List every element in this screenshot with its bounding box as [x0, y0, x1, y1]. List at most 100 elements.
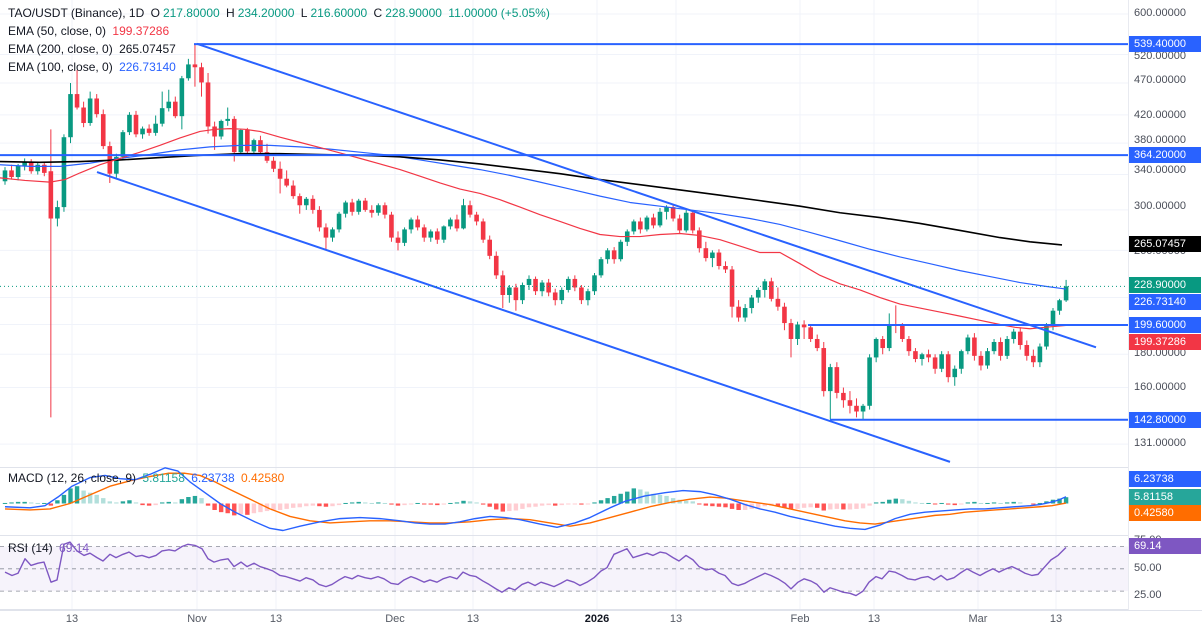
- macd-histogram-bar: [854, 503, 859, 509]
- macd-histogram-bar: [304, 503, 309, 507]
- macd-histogram-bar: [834, 503, 840, 509]
- macd-histogram-bar: [271, 503, 276, 511]
- macd-histogram-bar: [526, 503, 532, 508]
- price-badge: 199.60000: [1129, 317, 1201, 333]
- macd-histogram-bar: [533, 503, 538, 507]
- macd-signal-line: [4, 472, 1067, 527]
- macd-histogram-bar: [598, 500, 604, 504]
- candle-body: [847, 400, 853, 406]
- candle-body: [395, 237, 401, 243]
- macd-histogram-bar: [631, 488, 636, 504]
- macd-histogram-bar: [87, 492, 93, 504]
- price-tick-label: 180.00000: [1134, 347, 1186, 359]
- candle-body: [356, 200, 361, 212]
- ema200-legend-row[interactable]: EMA (200, close, 0) 265.07457: [8, 40, 553, 58]
- macd-histogram-bar: [867, 503, 872, 506]
- price-badge: 142.80000: [1129, 412, 1201, 428]
- macd-histogram-bar: [317, 503, 322, 507]
- macd-histogram-bar: [906, 500, 912, 504]
- macd-histogram-bar: [559, 503, 564, 506]
- macd-histogram-bar: [120, 501, 126, 504]
- macd-histogram-bar: [795, 503, 800, 509]
- macd-histogram-bar: [494, 503, 499, 510]
- candle-body: [1063, 286, 1069, 301]
- candle-body: [710, 252, 715, 259]
- candle-body: [238, 130, 244, 153]
- time-axis[interactable]: [0, 610, 1202, 627]
- macd-histogram-bar: [258, 503, 263, 513]
- trend-channel-line[interactable]: [96, 171, 951, 463]
- macd-histogram-bar: [146, 503, 152, 506]
- candle-body: [61, 137, 67, 208]
- candle-body: [22, 161, 27, 166]
- macd-histogram-bar: [572, 503, 578, 505]
- macd-histogram-bar: [9, 502, 14, 504]
- macd-histogram-bar: [336, 503, 342, 506]
- candle-body: [310, 198, 316, 210]
- macd-histogram-bar: [913, 502, 918, 504]
- time-tick-label: Nov: [187, 613, 207, 625]
- candle-body: [428, 231, 434, 238]
- macd-histogram-bar: [461, 500, 466, 504]
- macd-histogram-bar: [972, 501, 977, 504]
- macd-histogram-bar: [566, 503, 571, 505]
- candle-body: [991, 341, 997, 352]
- price-tick-label: 600.00000: [1134, 7, 1186, 19]
- candle-body: [533, 278, 538, 292]
- macd-histogram-bar: [670, 498, 676, 504]
- candle-body: [742, 308, 748, 318]
- macd-histogram-bar: [166, 501, 171, 504]
- macd-histogram-bar: [959, 503, 964, 505]
- macd-histogram-bar: [186, 497, 191, 504]
- price-tick-label: 470.00000: [1134, 74, 1186, 86]
- symbol-legend-row[interactable]: TAO/USDT (Binance), 1D O 217.80000 H 234.2…: [8, 4, 553, 22]
- macd-histogram-bar: [310, 503, 316, 506]
- macd-histogram-bar: [218, 503, 224, 513]
- macd-histogram-bar: [343, 502, 348, 504]
- time-tick-label: 13: [269, 613, 283, 625]
- price-tick-label: 131.00000: [1134, 437, 1186, 449]
- macd-legend[interactable]: MACD (12, 26, close, 9) 5.81158 6.23738 …: [8, 469, 287, 487]
- macd-histogram-bar: [402, 503, 407, 506]
- macd-histogram-bar: [539, 503, 545, 506]
- candle-body: [153, 123, 158, 133]
- candle-body: [454, 219, 460, 229]
- macd-histogram-bar: [1018, 502, 1023, 504]
- macd-histogram-bar: [985, 502, 990, 504]
- candle-body: [74, 94, 80, 108]
- ema50-legend-row[interactable]: EMA (50, close, 0) 199.37286: [8, 22, 553, 40]
- high-value: 234.20000: [237, 6, 295, 20]
- ema200-value: 265.07457: [119, 42, 176, 56]
- candle-body: [323, 227, 329, 238]
- candle-body: [1017, 331, 1023, 346]
- macd-histogram-bar: [1031, 503, 1036, 505]
- rsi-legend[interactable]: RSI (14) 69.14: [8, 539, 92, 557]
- candle-body: [664, 207, 669, 212]
- candle-body: [264, 152, 270, 161]
- ema100-legend-row[interactable]: EMA (100, close, 0) 226.73140: [8, 58, 553, 76]
- candle-body: [906, 338, 912, 352]
- candle-body: [336, 213, 342, 230]
- candle-body: [749, 297, 754, 309]
- candle-body: [900, 325, 905, 339]
- candle-body: [670, 207, 676, 219]
- candle-body: [592, 275, 597, 292]
- macd-histogram-bar: [618, 493, 623, 504]
- macd-histogram-bar: [160, 502, 165, 504]
- candle-body: [9, 170, 14, 178]
- macd-histogram-bar: [546, 503, 551, 506]
- macd-histogram-bar: [893, 498, 898, 504]
- candle-body: [611, 250, 617, 260]
- trend-channel-line[interactable]: [196, 42, 1097, 349]
- time-tick-label: 2026: [584, 613, 610, 625]
- price-tick-label: 420.00000: [1134, 109, 1186, 121]
- macd-histogram-bar: [946, 503, 951, 505]
- macd-histogram-bar: [428, 503, 433, 505]
- candle-body: [690, 212, 696, 231]
- macd-histogram-bar: [467, 501, 473, 504]
- candle-body: [683, 212, 689, 231]
- candle-body: [795, 324, 800, 339]
- macd-histogram-bar: [520, 503, 525, 509]
- macd-histogram-bar: [94, 494, 99, 504]
